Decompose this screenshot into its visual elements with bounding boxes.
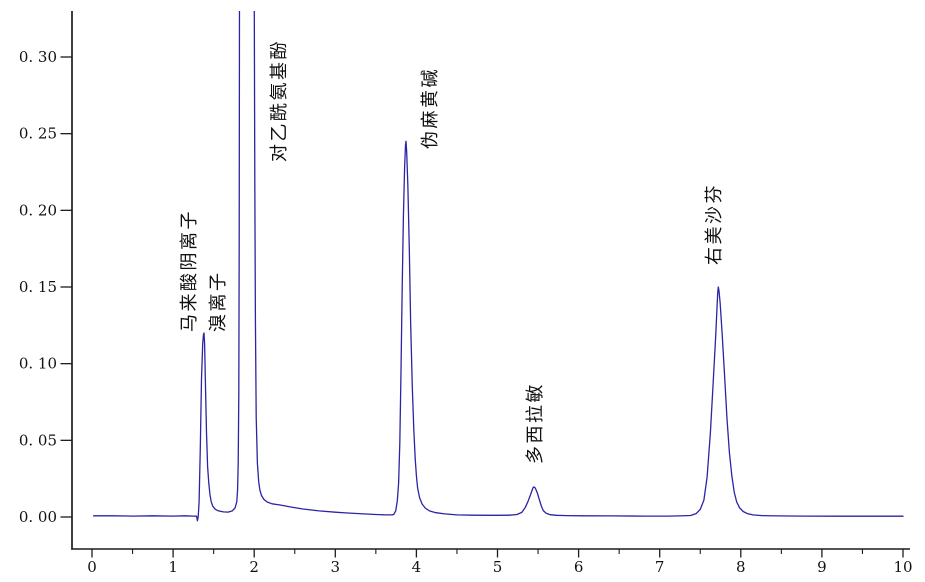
- y-tick-label: 0. 30: [19, 48, 57, 66]
- trace-group: [92, 11, 904, 522]
- peak-label: 马来酸阴离子: [179, 209, 200, 332]
- x-tick-label: 9: [817, 558, 827, 576]
- peak-label: 伪麻黄碱: [420, 67, 441, 149]
- x-tick-label: 10: [893, 558, 912, 576]
- peak-label: 多西拉敏: [525, 382, 546, 464]
- x-tick-label: 3: [331, 558, 341, 576]
- x-tick-label: 8: [736, 558, 746, 576]
- x-tick-label: 4: [412, 558, 422, 576]
- x-tick-label: 5: [493, 558, 503, 576]
- x-tick-label: 7: [655, 558, 665, 576]
- ticks-group: 0. 00 0. 05 0. 10 0. 15 0. 20 0. 25 0. 30 0 1 2 3 4…: [19, 48, 913, 576]
- x-tick-label: 2: [249, 558, 259, 576]
- y-tick-label: 0. 05: [19, 431, 57, 449]
- peak-label: 对乙酰氨基酚: [269, 39, 290, 162]
- y-tick-label: 0. 00: [19, 508, 57, 526]
- axes-group: [71, 11, 910, 550]
- y-tick-label: 0. 25: [19, 125, 57, 143]
- y-tick-label: 0. 10: [19, 355, 57, 373]
- y-tick-label: 0. 20: [19, 201, 57, 219]
- peak-label: 溴离子: [208, 271, 229, 333]
- y-tick-label: 0. 15: [19, 278, 57, 296]
- peak-label: 右美沙芬: [704, 183, 725, 265]
- x-tick-label: 0: [87, 558, 97, 576]
- x-tick-label: 1: [168, 558, 178, 576]
- chromatogram-trace: [92, 11, 904, 522]
- x-tick-label: 6: [574, 558, 584, 576]
